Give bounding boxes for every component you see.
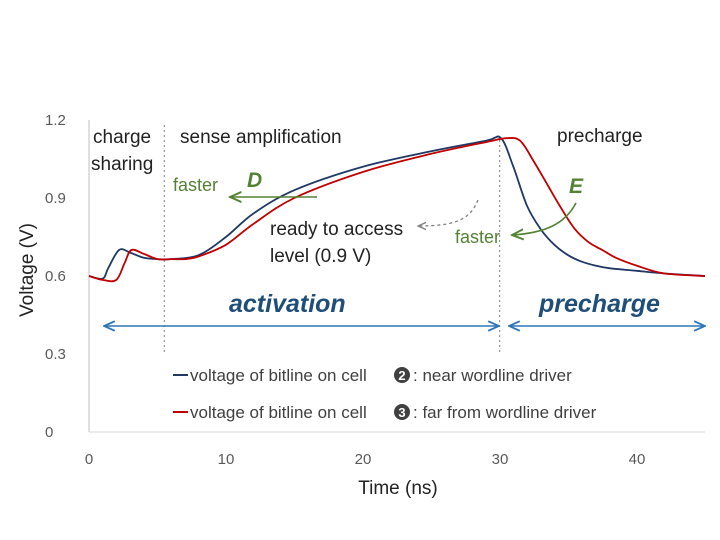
legend-badge-far-number: 3 [398,405,405,420]
x-tick-label: 40 [629,451,646,468]
x-tick-label: 10 [218,451,235,468]
charge-sharing-label: charge [93,127,151,148]
faster-left-label: faster [173,175,218,195]
sense-amplification-label: sense amplification [180,127,342,148]
legend-badge-near [394,367,410,383]
x-tick-label: 20 [355,451,372,468]
legend-entry-far-suffix: : far from wordline driver [413,403,597,422]
x-tick-label: 30 [492,451,509,468]
y-axis-title: Voltage (V) [17,223,38,317]
legend-entry-near-suffix: : near wordline driver [413,366,572,385]
label-e: E [569,175,584,198]
legend-entry-far-prefix: voltage of bitline on cell [190,403,367,422]
ready-to-access-label: ready to access [270,219,403,240]
charge-sharing-label: sharing [91,154,153,175]
series-line-near-driver [88,135,706,280]
legend-entry-near-prefix: voltage of bitline on cell [190,366,367,385]
y-tick-label: 0 [45,424,53,441]
y-tick-label: 0.6 [45,268,66,285]
label-d: D [247,169,262,192]
y-tick-label: 1.2 [45,112,66,129]
legend-badge-far [394,404,410,420]
x-axis-title: Time (ns) [358,478,438,499]
faster-right-label: faster [455,227,500,247]
y-tick-label: 0.3 [45,346,66,363]
activation-phase-label: activation [229,290,346,318]
faster-right-arrow [512,202,577,235]
x-tick-label: 0 [85,451,93,468]
ready-pointer-arrow [418,199,479,226]
ready-to-access-label: level (0.9 V) [270,246,371,267]
precharge-phase-label: precharge [538,290,660,318]
precharge-top-label: precharge [557,126,643,147]
legend: voltage of bitline on cell 2 : near word… [173,366,597,422]
legend-badge-near-number: 2 [398,368,405,383]
series-line-far-driver [88,137,706,283]
y-tick-label: 0.9 [45,190,66,207]
